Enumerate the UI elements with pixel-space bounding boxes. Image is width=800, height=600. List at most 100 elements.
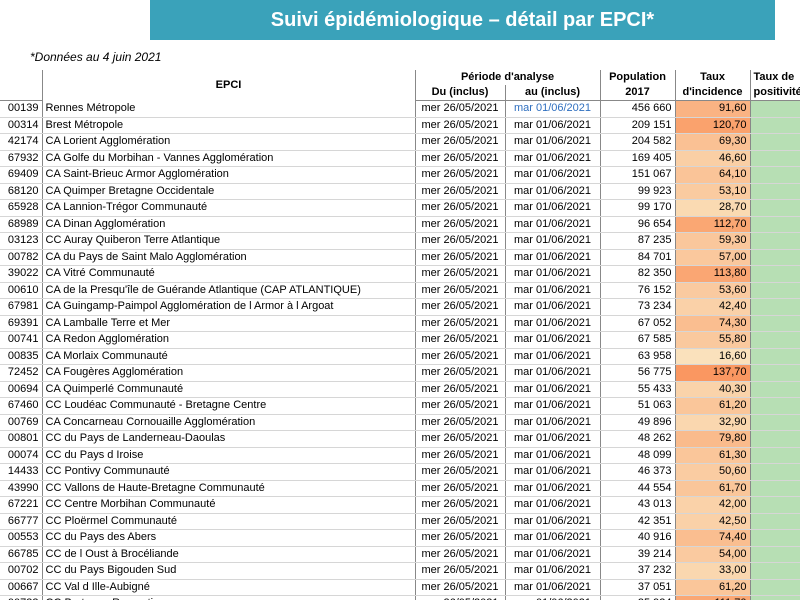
epci-name: CA du Pays de Saint Malo Agglomération bbox=[41, 249, 415, 266]
table-row: 66777 CC Ploërmel Communauté mer 26/05/202… bbox=[0, 513, 800, 530]
positivity: 4 bbox=[749, 265, 800, 283]
table-row: 00553 CC du Pays des Abers mer 26/05/2021 m… bbox=[0, 529, 800, 547]
date-from: mer 26/05/2021 bbox=[414, 232, 505, 250]
header-cell: Taux bbox=[674, 70, 751, 85]
population: 87 235 bbox=[599, 232, 676, 250]
date-from: mer 26/05/2021 bbox=[414, 216, 505, 233]
epci-code: 65928 bbox=[0, 199, 42, 217]
positivity: 3 bbox=[749, 480, 800, 497]
page-title: Suivi épidémiologique – détail par EPCI* bbox=[150, 0, 775, 40]
incidence: 61,70 bbox=[674, 480, 751, 497]
incidence: 59,30 bbox=[674, 232, 751, 250]
epci-code: 00074 bbox=[0, 447, 42, 464]
epci-name: CA Dinan Agglomération bbox=[41, 216, 415, 233]
population: 99 923 bbox=[599, 183, 676, 200]
date-from: mer 26/05/2021 bbox=[414, 414, 505, 431]
epci-code: 00741 bbox=[0, 331, 42, 349]
date-to: mar 01/06/2021 bbox=[504, 133, 601, 151]
epci-code: 00610 bbox=[0, 282, 42, 299]
date-from: mer 26/05/2021 bbox=[414, 298, 505, 316]
date-to: mar 01/06/2021 bbox=[504, 595, 601, 600]
positivity: 1 bbox=[749, 150, 800, 167]
positivity: 3 bbox=[749, 117, 800, 134]
date-from: mer 26/05/2021 bbox=[414, 562, 505, 580]
epci-code: 00667 bbox=[0, 579, 42, 596]
epci-name: Rennes Métropole bbox=[41, 100, 415, 118]
incidence: 42,50 bbox=[674, 513, 751, 530]
incidence: 64,10 bbox=[674, 166, 751, 184]
date-from: mer 26/05/2021 bbox=[414, 133, 505, 151]
epci-table: EPCI Période d'analyse Population Taux T… bbox=[0, 70, 800, 600]
table-row: 67932 CA Golfe du Morbihan - Vannes Agglo… bbox=[0, 150, 800, 167]
positivity: 3 bbox=[749, 430, 800, 448]
epci-name: CA Quimper Bretagne Occidentale bbox=[41, 183, 415, 200]
epci-name: CC Pontivy Communauté bbox=[41, 463, 415, 481]
date-to: mar 01/06/2021 bbox=[504, 100, 601, 118]
date-from: mer 26/05/2021 bbox=[414, 183, 505, 200]
table-body: 00139 Rennes Métropole mer 26/05/2021 mar 0… bbox=[0, 100, 800, 600]
epci-name: CC Auray Quiberon Terre Atlantique bbox=[41, 232, 415, 250]
population: 84 701 bbox=[599, 249, 676, 266]
population: 43 013 bbox=[599, 496, 676, 514]
date-from: mer 26/05/2021 bbox=[414, 397, 505, 415]
date-from: mer 26/05/2021 bbox=[414, 117, 505, 134]
epci-name: CC Centre Morbihan Communauté bbox=[41, 496, 415, 514]
population: 76 152 bbox=[599, 282, 676, 299]
table-row: 00801 CC du Pays de Landerneau-Daoulas mer… bbox=[0, 430, 800, 448]
table-row: 67221 CC Centre Morbihan Communauté mer 26… bbox=[0, 496, 800, 514]
header-cell bbox=[0, 70, 42, 85]
incidence: 113,80 bbox=[674, 265, 751, 283]
epci-name: CC Val d Ille-Aubigné bbox=[41, 579, 415, 596]
positivity: 2 bbox=[749, 282, 800, 299]
epci-name: CC de l Oust à Brocéliande bbox=[41, 546, 415, 563]
table-row: 68120 CA Quimper Bretagne Occidentale mer … bbox=[0, 183, 800, 200]
header-cell: positivité bbox=[749, 85, 800, 101]
population: 46 373 bbox=[599, 463, 676, 481]
positivity: 2 bbox=[749, 447, 800, 464]
date-to: mar 01/06/2021 bbox=[504, 397, 601, 415]
incidence: 120,70 bbox=[674, 117, 751, 134]
table-row: 00702 CC du Pays Bigouden Sud mer 26/05/20… bbox=[0, 562, 800, 580]
date-from: mer 26/05/2021 bbox=[414, 480, 505, 497]
date-to: mar 01/06/2021 bbox=[504, 562, 601, 580]
incidence: 16,60 bbox=[674, 348, 751, 365]
note: *Données au 4 juin 2021 bbox=[30, 50, 162, 64]
header-cell: au (inclus) bbox=[504, 85, 601, 101]
population: 67 052 bbox=[599, 315, 676, 332]
date-from: mer 26/05/2021 bbox=[414, 282, 505, 299]
population: 56 775 bbox=[599, 364, 676, 382]
positivity: 2 bbox=[749, 546, 800, 563]
epci-name: CC Loudéac Communauté - Bretagne Centre bbox=[41, 397, 415, 415]
table-row: 69391 CA Lamballe Terre et Mer mer 26/05/2… bbox=[0, 315, 800, 332]
date-from: mer 26/05/2021 bbox=[414, 150, 505, 167]
header-cell bbox=[0, 85, 42, 101]
date-to: mar 01/06/2021 bbox=[504, 199, 601, 217]
incidence: 46,60 bbox=[674, 150, 751, 167]
incidence: 53,10 bbox=[674, 183, 751, 200]
table-row: 66785 CC de l Oust à Brocéliande mer 26/05… bbox=[0, 546, 800, 563]
incidence: 42,00 bbox=[674, 496, 751, 514]
positivity: 2 bbox=[749, 496, 800, 514]
incidence: 61,30 bbox=[674, 447, 751, 464]
incidence: 50,60 bbox=[674, 463, 751, 481]
incidence: 61,20 bbox=[674, 397, 751, 415]
date-to: mar 01/06/2021 bbox=[504, 315, 601, 332]
table-row: 00835 CA Morlaix Communauté mer 26/05/2021… bbox=[0, 348, 800, 365]
date-from: mer 26/05/2021 bbox=[414, 447, 505, 464]
population: 39 214 bbox=[599, 546, 676, 563]
date-from: mer 26/05/2021 bbox=[414, 430, 505, 448]
date-to: mar 01/06/2021 bbox=[504, 298, 601, 316]
epci-name: Brest Métropole bbox=[41, 117, 415, 134]
population: 82 350 bbox=[599, 265, 676, 283]
incidence: 33,00 bbox=[674, 562, 751, 580]
incidence: 91,60 bbox=[674, 100, 751, 118]
epci-code: 00694 bbox=[0, 381, 42, 398]
epci-code: 72452 bbox=[0, 364, 42, 382]
date-to: mar 01/06/2021 bbox=[504, 166, 601, 184]
positivity: 2 bbox=[749, 529, 800, 547]
incidence: 42,40 bbox=[674, 298, 751, 316]
date-from: mer 26/05/2021 bbox=[414, 496, 505, 514]
epci-code: 00769 bbox=[0, 414, 42, 431]
epci-code: 66785 bbox=[0, 546, 42, 563]
epci-name: CA Vitré Communauté bbox=[41, 265, 415, 283]
